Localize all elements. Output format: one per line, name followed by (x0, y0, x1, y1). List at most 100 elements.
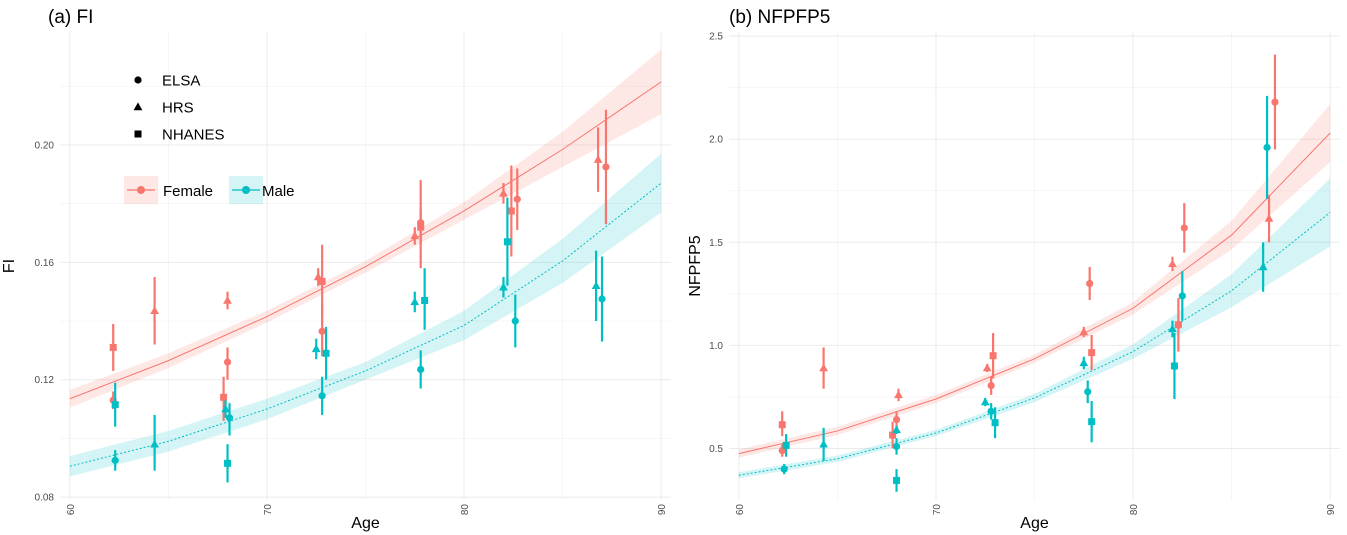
point-male-elsa (987, 407, 995, 415)
point-male-hrs (980, 397, 990, 406)
fit-line-male (69, 182, 662, 467)
point-male-hrs (150, 439, 159, 448)
panel-title: (b) NFPFP5 (729, 7, 830, 28)
x-axis-title: Age (351, 515, 380, 532)
y-tick-label: 1.0 (709, 341, 723, 352)
point-male-nhanes (1170, 362, 1178, 370)
y-axis-title: FI (1, 259, 18, 273)
point-male-nhanes (991, 419, 999, 427)
x-tick-label: 60 (66, 504, 77, 516)
point-male-elsa (1178, 292, 1186, 300)
point-male-elsa (417, 365, 425, 374)
point-female-hrs (1168, 259, 1177, 268)
point-male-hrs (499, 282, 508, 291)
point-male-hrs (221, 404, 230, 413)
panel-fi: 0.08 0.12 0.16 0.20 60 70 80 90 Age FI (a) FI (1, 7, 671, 532)
legend-elsa-label: ELSA (162, 73, 200, 90)
point-male-hrs (591, 281, 601, 290)
point-male-hrs (1079, 358, 1089, 367)
point-female-elsa (223, 358, 232, 366)
y-tick-label: 0.5 (709, 444, 723, 455)
point-female-hrs (499, 188, 508, 197)
point-female-nhanes (109, 343, 117, 351)
point-male-elsa (598, 295, 606, 303)
point-male-hrs (819, 439, 828, 448)
point-male-nhanes (111, 401, 119, 409)
legend: ELSA HRS NHANES Female Male (124, 73, 295, 204)
point-male-hrs (311, 344, 321, 353)
point-male-elsa (511, 317, 519, 325)
point-female-elsa (513, 195, 521, 203)
point-female-hrs (593, 155, 603, 163)
point-male-hrs (410, 297, 420, 306)
x-tick-label: 80 (1129, 504, 1140, 516)
point-female-nhanes (1174, 321, 1182, 329)
point-female-nhanes (778, 421, 786, 429)
point-female-elsa (602, 163, 610, 171)
point-female-nhanes (1088, 349, 1096, 357)
point-male-nhanes (1088, 418, 1096, 426)
ci-band-female (69, 49, 662, 408)
point-male-elsa (780, 465, 788, 473)
point-male-elsa (225, 414, 234, 422)
point-female-nhanes (889, 431, 897, 439)
point-female-elsa (1180, 224, 1188, 232)
point-male-elsa (318, 392, 326, 400)
point-female-hrs (982, 363, 992, 372)
point-female-hrs (894, 390, 903, 399)
y-tick-label: 2.5 (709, 32, 723, 43)
y-tick-label: 1.5 (709, 238, 723, 249)
point-female-hrs (410, 231, 420, 240)
fit-line-female (69, 81, 662, 400)
point-male-elsa (111, 456, 119, 464)
point-male-nhanes (503, 238, 511, 246)
point-male-elsa (1263, 143, 1271, 152)
point-male-hrs (1168, 324, 1177, 333)
point-female-hrs (1264, 213, 1274, 222)
y-tick-label: 0.20 (35, 140, 55, 151)
y-axis-title: NFPFP5 (687, 235, 704, 296)
x-tick-label: 60 (735, 504, 746, 516)
y-tick-label: 2.0 (709, 135, 723, 146)
x-tick-label: 90 (657, 504, 668, 516)
point-male-hrs (892, 425, 901, 434)
point-female-hrs (223, 295, 232, 304)
ci-band-male (69, 153, 662, 477)
point-female-nhanes (989, 352, 997, 360)
legend-male-dot (242, 186, 250, 194)
fit-line-female (738, 132, 1331, 455)
y-tick-label: 0.12 (35, 375, 55, 386)
point-female-elsa (987, 381, 995, 390)
point-female-nhanes (417, 223, 425, 231)
x-tick-label: 90 (1326, 504, 1337, 516)
legend-hrs-label: HRS (162, 100, 194, 117)
x-tick-label: 70 (263, 504, 274, 516)
legend-hrs-key (133, 102, 143, 111)
point-male-nhanes (893, 476, 901, 484)
panel-nfpfp5: 0.5 1.0 1.5 2.0 2.5 60 70 80 90 Age NFPFP5 (b) NFPF… (687, 7, 1340, 532)
point-female-nhanes (507, 207, 515, 215)
point-female-nhanes (220, 393, 228, 401)
legend-female-label: Female (163, 183, 213, 200)
point-female-elsa (318, 327, 326, 335)
legend-elsa-key (134, 76, 142, 84)
point-male-nhanes (224, 459, 232, 467)
y-tick-label: 0.08 (35, 493, 55, 504)
x-tick-label: 70 (932, 504, 943, 516)
x-tick-label: 80 (460, 504, 471, 516)
point-female-hrs (1079, 327, 1089, 336)
y-tick-label: 0.16 (35, 258, 55, 269)
legend-male-label: Male (262, 183, 295, 200)
legend-female-dot (137, 186, 145, 194)
legend-nhanes-label: NHANES (162, 127, 225, 144)
point-male-nhanes (782, 441, 790, 449)
point-female-nhanes (318, 277, 326, 285)
point-female-elsa (1271, 98, 1279, 106)
point-male-hrs (1258, 262, 1268, 271)
x-axis-title: Age (1020, 515, 1049, 532)
point-female-hrs (819, 363, 828, 372)
point-female-hrs (150, 306, 159, 314)
legend-nhanes-key (134, 130, 142, 138)
point-male-nhanes (421, 296, 429, 304)
